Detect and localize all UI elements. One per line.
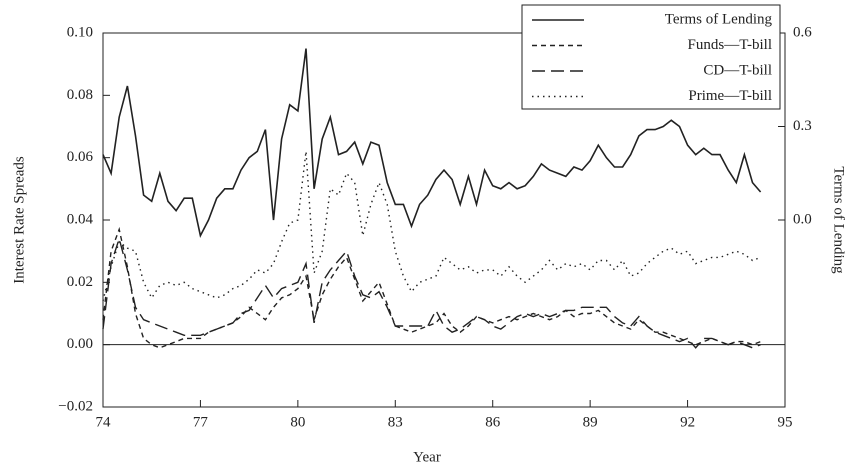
legend-label: Funds—T-bill — [688, 37, 772, 53]
series-line — [102, 236, 761, 349]
x-tick-label: 95 — [778, 414, 793, 430]
y2-tick-label: 0.6 — [793, 24, 812, 40]
x-tick-label: 77 — [193, 414, 209, 430]
x-axis-label: Year — [413, 449, 441, 465]
legend-box — [521, 4, 781, 110]
x-tick-label: 83 — [388, 414, 403, 430]
legend-label: CD—T-bill — [703, 62, 772, 78]
y-tick-label: −0.02 — [58, 398, 93, 414]
x-tick-label: 86 — [485, 414, 501, 430]
legend-label: Prime—T-bill — [688, 88, 772, 104]
y-tick-label: 0.04 — [67, 211, 94, 227]
y-axis-label: Interest Rate Spreads — [11, 156, 27, 284]
x-tick-label: 80 — [290, 414, 305, 430]
series-line — [102, 151, 761, 302]
y-tick-label: 0.00 — [67, 336, 93, 352]
series-line — [102, 48, 762, 238]
legend-label: Terms of Lending — [665, 11, 773, 27]
y-tick-label: 0.08 — [67, 87, 93, 103]
x-tick-label: 74 — [96, 414, 112, 430]
x-tick-label: 92 — [680, 414, 695, 430]
y-tick-label: 0.06 — [67, 149, 94, 165]
y2-tick-label: 0.0 — [793, 211, 812, 227]
y-tick-label: 0.10 — [67, 24, 93, 40]
y2-tick-label: 0.3 — [793, 118, 812, 134]
x-tick-label: 89 — [583, 414, 598, 430]
y2-axis-label: Terms of Lending — [831, 166, 847, 274]
y-tick-label: 0.02 — [67, 274, 93, 290]
series-line — [102, 226, 761, 349]
